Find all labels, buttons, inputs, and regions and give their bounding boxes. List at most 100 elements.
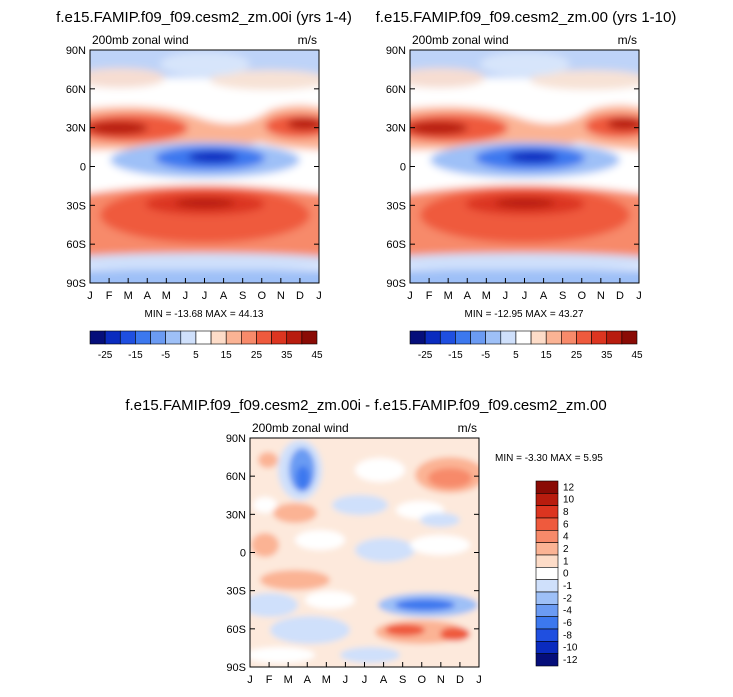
colorbar-swatch (515, 330, 532, 345)
y-tick-label: 60S (386, 239, 406, 251)
panel-3-field (250, 438, 479, 667)
sh-jet-core (495, 198, 555, 208)
x-tick-label: N (277, 290, 285, 302)
colorbar-swatch (424, 330, 441, 345)
colorbar-swatch (256, 330, 272, 345)
y-tick-label: 90S (66, 278, 86, 290)
panel-2-title: f.e15.FAMIP.f09_f09.cesm2_zm.00 (yrs 1-1… (376, 9, 677, 26)
colorbar-swatch (561, 330, 577, 345)
x-tick-label: M (124, 290, 133, 302)
colorbar-swatch (535, 604, 559, 617)
colorbar-swatch (470, 330, 486, 345)
colorbar-label: -25 (98, 350, 113, 361)
pos-patch-sh-core-2 (440, 627, 470, 641)
panel-1-subtitle: 200mb zonal wind (92, 33, 189, 47)
colorbar-swatch (165, 330, 182, 345)
x-tick-label: J (362, 674, 368, 686)
panel-2-stats: MIN = -12.95 MAX = 43.27 (465, 309, 584, 320)
colorbar-swatch (535, 505, 559, 519)
antarctic-band (90, 253, 319, 271)
colorbar-label: -2 (563, 593, 572, 604)
colorbar-swatch (180, 330, 197, 345)
panel-2-subtitle: 200mb zonal wind (412, 33, 509, 47)
colorbar-label: -15 (128, 350, 143, 361)
colorbar-swatch (535, 579, 559, 593)
white-patch (355, 458, 405, 482)
y-tick-label: 90N (226, 433, 246, 445)
neg-patch-arctic-core (296, 466, 310, 490)
nh-jet-winter-core (90, 121, 148, 135)
colorbar-label: -4 (563, 606, 572, 617)
y-tick-label: 90S (386, 278, 406, 290)
colorbar-label: 4 (563, 532, 569, 543)
y-tick-label: 60N (226, 471, 246, 483)
neg-patch (340, 647, 400, 663)
y-tick-label: 90N (66, 45, 86, 57)
nh-highlat-westerly-2 (210, 70, 319, 90)
x-tick-label: J (202, 290, 208, 302)
colorbar-swatch (409, 330, 426, 345)
panel-1-title: f.e15.FAMIP.f09_f09.cesm2_zm.00i (yrs 1-… (56, 9, 352, 26)
colorbar-swatch (500, 330, 517, 345)
colorbar-label: -8 (563, 630, 572, 641)
panel-1-colorbar: -25 -15 -5 5 15 25 35 45 (89, 330, 323, 361)
colorbar-swatch (301, 330, 318, 345)
colorbar-swatch (135, 330, 151, 345)
y-tick-label: 30S (226, 586, 246, 598)
colorbar-swatch (535, 493, 559, 506)
panel-1-field (90, 50, 319, 283)
colorbar-swatch (591, 330, 608, 345)
x-tick-label: A (144, 290, 152, 302)
neg-patch (250, 593, 298, 617)
panel-1: f.e15.FAMIP.f09_f09.cesm2_zm.00i (yrs 1-… (56, 9, 352, 361)
x-tick-label: J (316, 290, 322, 302)
colorbar-swatch (535, 542, 559, 556)
y-tick-label: 90S (226, 662, 246, 674)
nh-highlat-westerly-2 (530, 70, 639, 90)
x-tick-label: J (522, 290, 528, 302)
colorbar-label: 15 (221, 350, 233, 361)
colorbar-swatch (621, 330, 638, 345)
x-tick-label: O (257, 290, 266, 302)
colorbar-swatch (485, 330, 502, 345)
colorbar-swatch (535, 628, 559, 642)
neg-patch (420, 513, 460, 527)
colorbar-swatch (535, 653, 559, 667)
colorbar-swatch (535, 530, 559, 543)
x-tick-label: F (266, 674, 273, 686)
colorbar-swatch (535, 641, 559, 654)
white-patch (253, 497, 277, 513)
x-tick-label: D (616, 290, 624, 302)
colorbar-swatch (439, 330, 456, 345)
x-tick-label: F (106, 290, 113, 302)
nh-jet-winter-core (410, 121, 468, 135)
x-tick-label: S (239, 290, 246, 302)
colorbar-label: 45 (311, 350, 323, 361)
x-tick-label: D (456, 674, 464, 686)
y-tick-label: 30S (66, 200, 86, 212)
x-tick-label: O (577, 290, 586, 302)
nh-summer-easterly (480, 52, 570, 76)
panel-3-title: f.e15.FAMIP.f09_f09.cesm2_zm.00i - f.e15… (125, 397, 606, 414)
nh-highlat-westerly (90, 68, 165, 88)
colorbar-label: -12 (563, 655, 578, 666)
colorbar-swatch (104, 330, 121, 345)
colorbar-label: 5 (193, 350, 199, 361)
colorbar-label: -15 (448, 350, 463, 361)
y-tick-label: 60N (66, 84, 86, 96)
colorbar-swatch (530, 330, 547, 345)
y-tick-label: 0 (400, 162, 406, 174)
colorbar-swatch (119, 330, 136, 345)
white-patch (250, 647, 315, 663)
panel-2-colorbar: -25 -15 -5 5 15 25 35 45 (409, 330, 643, 361)
panel-1-stats: MIN = -13.68 MAX = 44.13 (145, 309, 264, 320)
neg-patch-sh-core (395, 599, 455, 611)
colorbar-swatch (606, 330, 623, 345)
x-tick-label: M (444, 290, 453, 302)
y-tick-label: 0 (80, 162, 86, 174)
pos-patch (273, 503, 317, 523)
